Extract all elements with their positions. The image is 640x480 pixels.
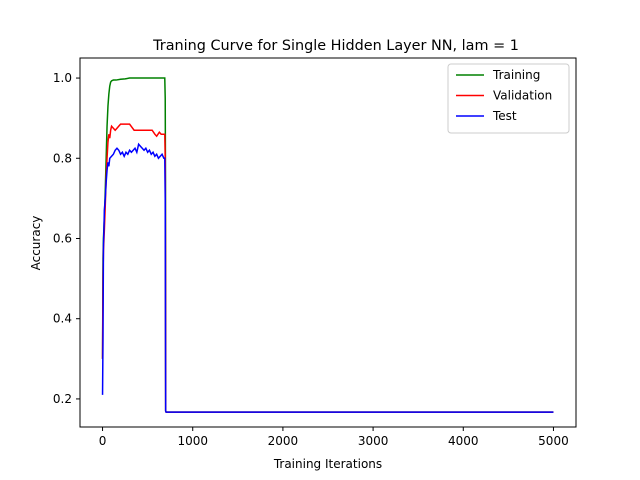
x-tick-label: 1000 — [177, 434, 208, 448]
plot-frame — [79, 57, 577, 428]
x-tick-label: 0 — [99, 434, 107, 448]
x-axis: 0 1000 2000 3000 4000 5000 — [99, 427, 569, 448]
series-layer — [101, 77, 554, 413]
x-tick-label: 2000 — [268, 434, 299, 448]
y-tick-label: 0.8 — [53, 151, 72, 165]
legend-label-training: Training — [492, 68, 540, 82]
y-axis-label: Accuracy — [29, 216, 43, 271]
x-tick-label: 5000 — [538, 434, 569, 448]
legend-label-test: Test — [492, 109, 517, 123]
series-line-test — [101, 142, 554, 413]
legend: Training Validation Test — [447, 63, 570, 134]
legend-label-validation: Validation — [493, 89, 552, 103]
x-axis-label: Training Iterations — [273, 457, 382, 471]
y-tick-label: 1.0 — [53, 71, 72, 85]
y-tick-label: 0.6 — [53, 231, 72, 245]
chart-title: Traning Curve for Single Hidden Layer NN… — [152, 38, 519, 54]
x-tick-label: 4000 — [448, 434, 479, 448]
y-tick-label: 0.4 — [53, 312, 72, 326]
y-axis: 0.2 0.4 0.6 0.8 1.0 — [53, 71, 80, 406]
x-tick-label: 3000 — [358, 434, 389, 448]
y-tick-label: 0.2 — [53, 392, 72, 406]
